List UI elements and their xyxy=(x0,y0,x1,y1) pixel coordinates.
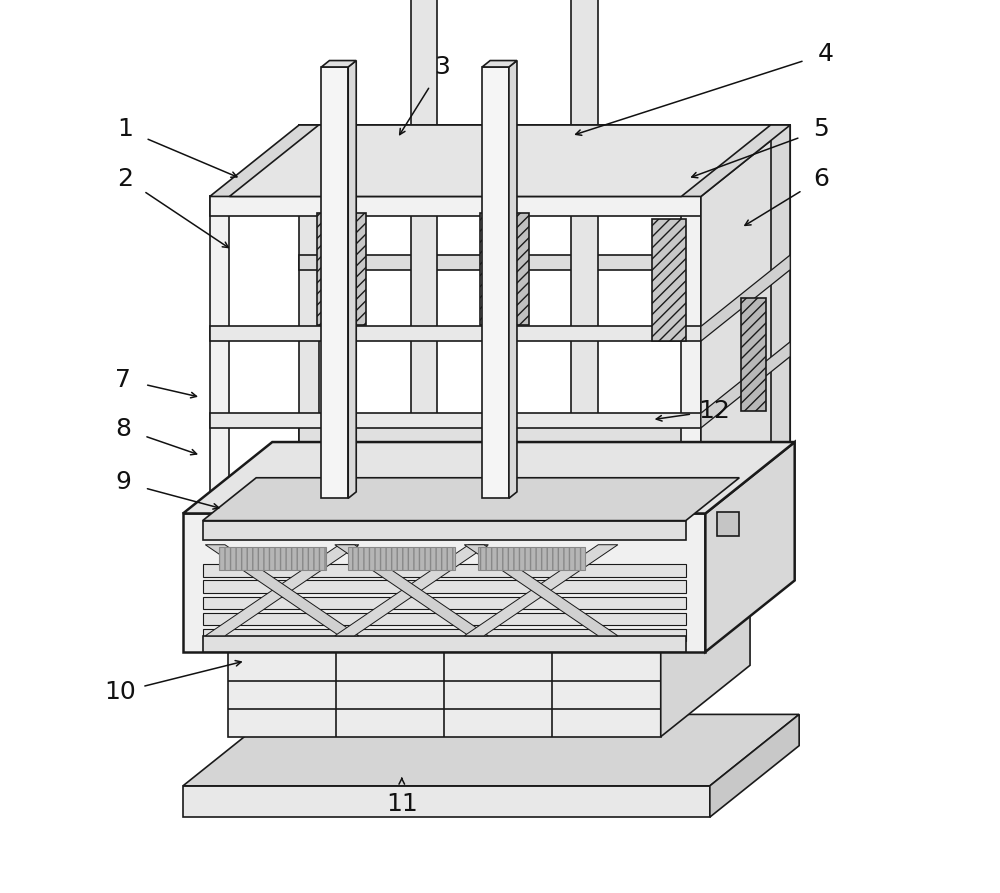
Text: 5: 5 xyxy=(814,118,829,141)
Polygon shape xyxy=(411,0,437,427)
Polygon shape xyxy=(681,196,701,518)
Polygon shape xyxy=(321,67,348,498)
Polygon shape xyxy=(203,629,686,641)
Polygon shape xyxy=(335,545,488,636)
Polygon shape xyxy=(183,513,705,652)
Polygon shape xyxy=(203,580,686,593)
Polygon shape xyxy=(205,545,359,636)
Polygon shape xyxy=(482,67,509,498)
Text: 12: 12 xyxy=(698,399,730,422)
Polygon shape xyxy=(480,213,529,325)
Polygon shape xyxy=(205,545,359,636)
Polygon shape xyxy=(203,636,686,652)
Polygon shape xyxy=(299,427,790,446)
Polygon shape xyxy=(701,125,790,518)
Polygon shape xyxy=(228,652,661,737)
Polygon shape xyxy=(717,512,739,536)
Text: 7: 7 xyxy=(115,368,131,391)
Polygon shape xyxy=(741,298,766,411)
Polygon shape xyxy=(183,442,795,513)
Polygon shape xyxy=(482,61,517,67)
Text: 3: 3 xyxy=(434,55,450,79)
Polygon shape xyxy=(348,547,455,570)
Polygon shape xyxy=(203,613,686,625)
Polygon shape xyxy=(210,196,701,216)
Polygon shape xyxy=(210,413,701,428)
Text: 2: 2 xyxy=(117,167,133,190)
Text: 1: 1 xyxy=(117,118,133,141)
Polygon shape xyxy=(210,498,701,518)
Polygon shape xyxy=(348,61,356,498)
Polygon shape xyxy=(203,478,739,521)
Polygon shape xyxy=(317,213,366,325)
Text: 8: 8 xyxy=(115,417,131,440)
Text: 6: 6 xyxy=(813,167,829,190)
Polygon shape xyxy=(299,125,319,446)
Polygon shape xyxy=(203,521,686,540)
Polygon shape xyxy=(299,125,790,145)
Polygon shape xyxy=(701,342,790,428)
Polygon shape xyxy=(335,545,488,636)
Polygon shape xyxy=(464,545,618,636)
Text: 9: 9 xyxy=(115,471,131,494)
Polygon shape xyxy=(705,442,795,652)
Polygon shape xyxy=(710,714,799,817)
Polygon shape xyxy=(771,125,790,446)
Text: 11: 11 xyxy=(386,792,418,815)
Polygon shape xyxy=(478,547,585,570)
Polygon shape xyxy=(661,580,750,737)
Polygon shape xyxy=(203,597,686,609)
Polygon shape xyxy=(219,547,326,570)
Polygon shape xyxy=(321,61,356,67)
Text: 4: 4 xyxy=(818,42,834,65)
Polygon shape xyxy=(210,196,229,518)
Polygon shape xyxy=(509,61,517,498)
Polygon shape xyxy=(210,327,701,341)
Polygon shape xyxy=(299,255,790,270)
Polygon shape xyxy=(183,786,710,817)
Polygon shape xyxy=(183,714,799,786)
Polygon shape xyxy=(229,125,771,196)
Polygon shape xyxy=(701,255,790,341)
Polygon shape xyxy=(652,219,686,341)
Polygon shape xyxy=(571,0,598,427)
Polygon shape xyxy=(228,580,750,652)
Polygon shape xyxy=(210,125,790,196)
Polygon shape xyxy=(203,564,686,577)
Polygon shape xyxy=(771,125,790,446)
Polygon shape xyxy=(464,545,618,636)
Text: 10: 10 xyxy=(105,680,136,704)
